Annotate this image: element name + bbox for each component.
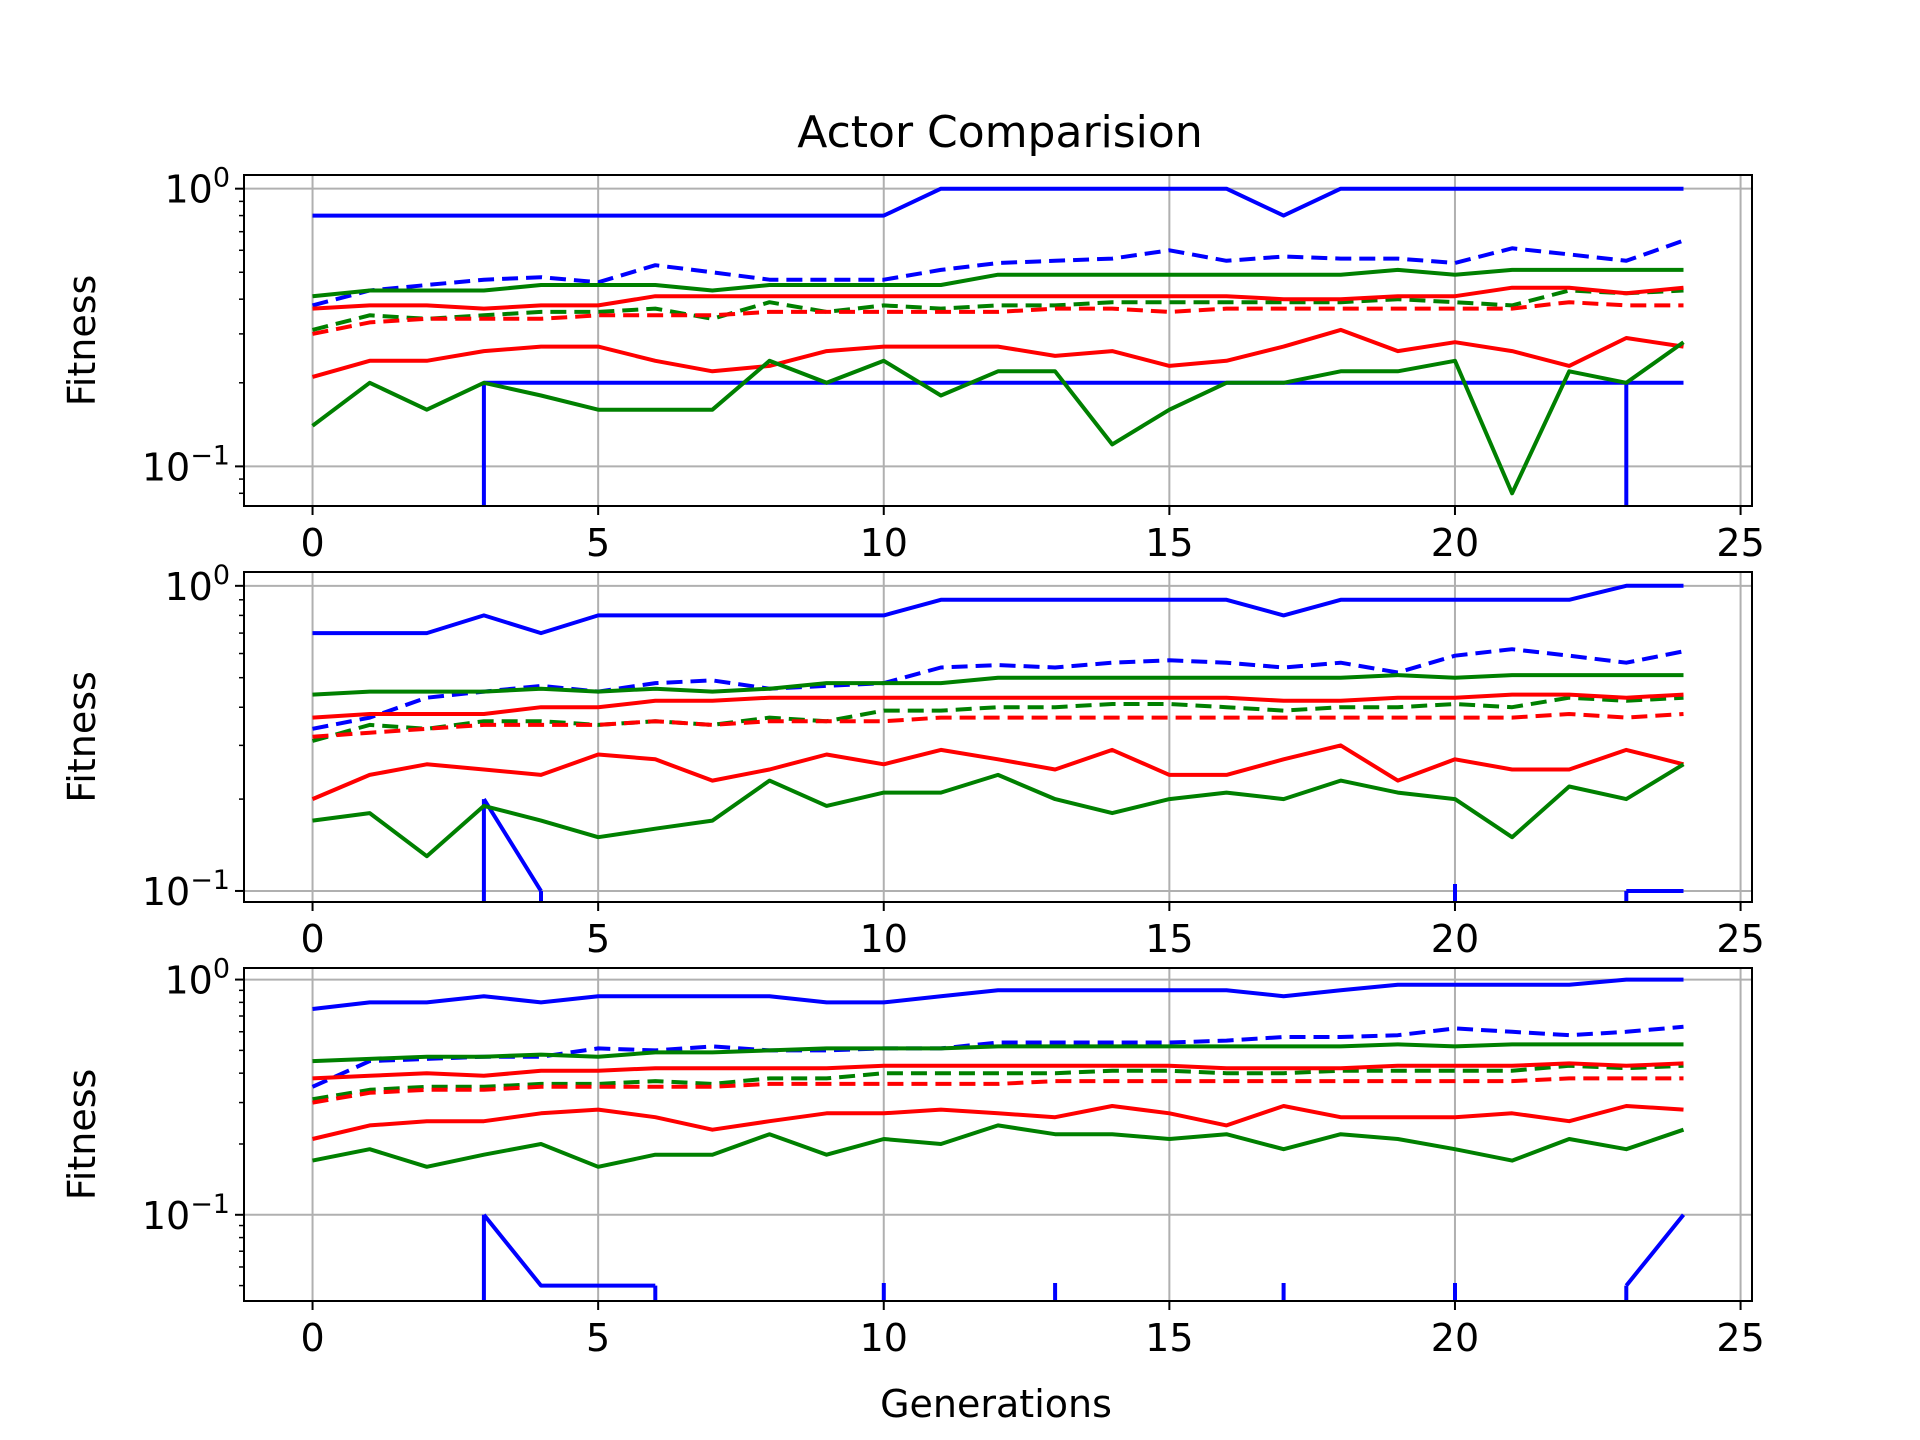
series-line-green-3 — [312, 673, 1684, 697]
x-tick-label: 10 — [860, 917, 908, 961]
series-line-green-dashed-4 — [312, 288, 1684, 332]
series-line-blue-dashed-2 — [311, 238, 1685, 308]
series-line-blue-dashed-2 — [312, 647, 1684, 731]
figure-title: Actor Comparision — [797, 107, 1202, 158]
y-tick-label: 100 — [164, 954, 230, 1003]
series-line-green-8 — [312, 762, 1685, 859]
series-line-blue-0 — [312, 977, 1684, 1011]
x-tick-label: 10 — [860, 521, 908, 565]
series-line-red-7 — [311, 327, 1684, 379]
x-tick-label: 20 — [1431, 521, 1479, 565]
series-line-blue-1 — [481, 798, 1684, 902]
series-line-red-5 — [312, 1061, 1684, 1081]
x-tick-label: 25 — [1716, 1316, 1764, 1360]
x-tick-label: 15 — [1145, 1316, 1193, 1360]
x-tick-label: 0 — [300, 917, 324, 961]
x-tick-label: 5 — [586, 917, 610, 961]
series-line-blue-1 — [481, 1213, 1686, 1301]
axes-frame — [243, 174, 1753, 507]
y-tick-label: 10−1 — [142, 1189, 230, 1238]
subplot-2: 0 5 10 15 20 25 100 10−1 Fitness — [60, 560, 1765, 961]
subplot-3: 0 5 10 15 20 25 100 10−1 Fitness — [60, 954, 1765, 1360]
series-line-green-dashed-4 — [312, 1063, 1684, 1102]
x-tick-label: 0 — [300, 1316, 324, 1360]
x-tick-label: 5 — [586, 521, 610, 565]
x-axis-label: Generations — [880, 1382, 1112, 1426]
series-line-red-7 — [311, 743, 1684, 801]
y-tick-label: 100 — [164, 163, 230, 212]
y-tick-label: 10−1 — [142, 865, 230, 914]
series-line-red-dashed-6 — [312, 1076, 1684, 1105]
series-line-blue-0 — [312, 583, 1684, 636]
series-line-red-5 — [312, 285, 1684, 311]
axes-frame — [243, 967, 1753, 1302]
series-group — [311, 977, 1686, 1301]
y-axis-label: Fitness — [60, 671, 104, 803]
x-tick-label: 20 — [1431, 1316, 1479, 1360]
x-tick-label: 10 — [860, 1316, 908, 1360]
series-line-red-5 — [312, 692, 1684, 720]
series-line-green-8 — [311, 340, 1685, 496]
y-axis-label: Fitness — [60, 1069, 104, 1201]
series-line-red-7 — [312, 1104, 1684, 1141]
x-tick-label: 25 — [1716, 917, 1764, 961]
axes-frame — [243, 571, 1753, 903]
y-axis-label: Fitness — [60, 275, 104, 407]
x-tick-label: 5 — [586, 1316, 610, 1360]
subplot-1: 0 5 10 15 20 25 100 10−1 Fitness — [60, 163, 1765, 565]
x-tick-label: 15 — [1145, 917, 1193, 961]
y-tick-label: 10−1 — [142, 440, 230, 489]
series-line-blue-1 — [481, 380, 1684, 506]
series-group — [311, 583, 1685, 902]
series-group — [311, 186, 1685, 506]
series-line-green-3 — [312, 267, 1684, 299]
y-tick-label: 100 — [164, 560, 230, 609]
x-tick-label: 25 — [1716, 521, 1764, 565]
x-tick-label: 20 — [1431, 917, 1479, 961]
series-line-green-3 — [312, 1042, 1684, 1064]
x-tick-label: 15 — [1145, 521, 1193, 565]
x-tick-label: 0 — [300, 521, 324, 565]
series-line-green-8 — [312, 1123, 1685, 1169]
series-line-red-dashed-6 — [312, 712, 1684, 739]
series-line-green-dashed-4 — [311, 695, 1684, 743]
series-line-blue-0 — [312, 186, 1684, 218]
series-line-red-dashed-6 — [312, 300, 1684, 336]
